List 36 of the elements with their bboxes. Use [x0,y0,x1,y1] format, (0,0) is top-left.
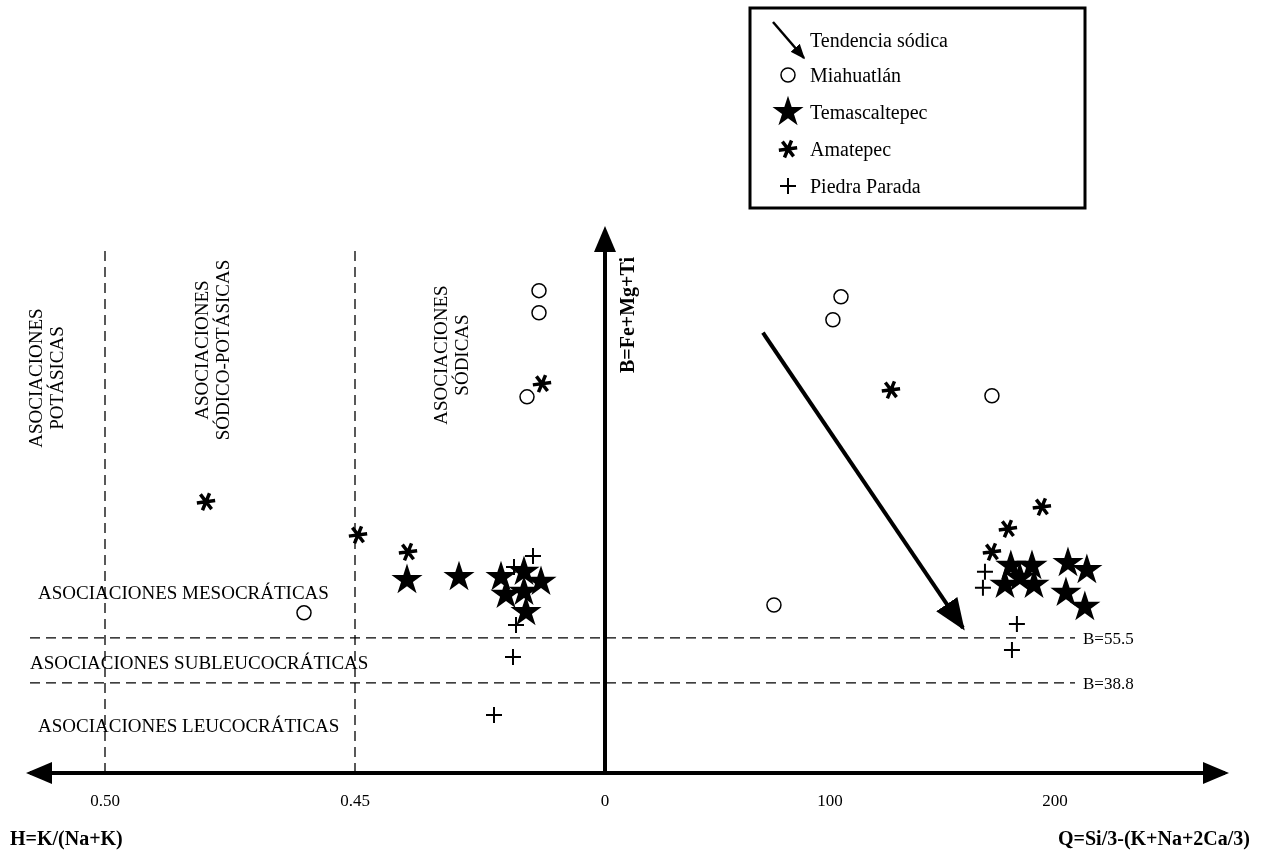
point [1069,590,1101,621]
legend-label: Tendencia sódica [810,29,949,51]
point [1007,614,1026,633]
legend-label: Amatepec [810,138,892,161]
x-axis-title: Q=Si/3-(K+Na+2Ca/3) [1058,827,1250,850]
point [975,562,994,581]
point [1050,576,1082,607]
point [997,518,1019,539]
legend-label: Temascaltepec [810,101,928,124]
point [825,312,841,328]
x2-axis-title: H=K/(Na+K) [10,827,123,850]
legend-label: Piedra Parada [810,175,921,197]
annotation: ASOCIACIONES SÓDICAS [430,285,472,425]
x-tick-label: 100 [817,791,843,810]
point [1071,553,1103,584]
y-axis-title: B=Fe+Mg+Ti [616,256,639,374]
point [880,379,902,401]
point [973,578,992,597]
x2-tick-label: 0.45 [340,791,370,810]
legend-label: Miahuatlán [810,64,902,86]
annotation: ASOCIACIONES POTÁSICAS [25,308,67,448]
point [981,541,1003,563]
point [833,289,849,305]
point [1002,641,1021,660]
x-tick-label: 0 [600,791,610,810]
x2-tick-label: 0.50 [90,791,120,810]
point [984,388,1000,404]
ref-line-label: B=38.8 [1083,673,1134,693]
point [1052,546,1084,577]
point [1030,496,1053,518]
annotation: ASOCIACIONES SÓDICO-POTÁSICAS [191,259,233,441]
ref-line-label: B=55.5 [1083,628,1134,648]
annotation: ASOCIACIONES LEUCOCRÁTICAS [38,714,340,736]
annotation: ASOCIACIONES SUBLEUCOCRÁTICAS [30,651,369,673]
point [766,597,782,613]
x-tick-label: 200 [1042,791,1068,810]
